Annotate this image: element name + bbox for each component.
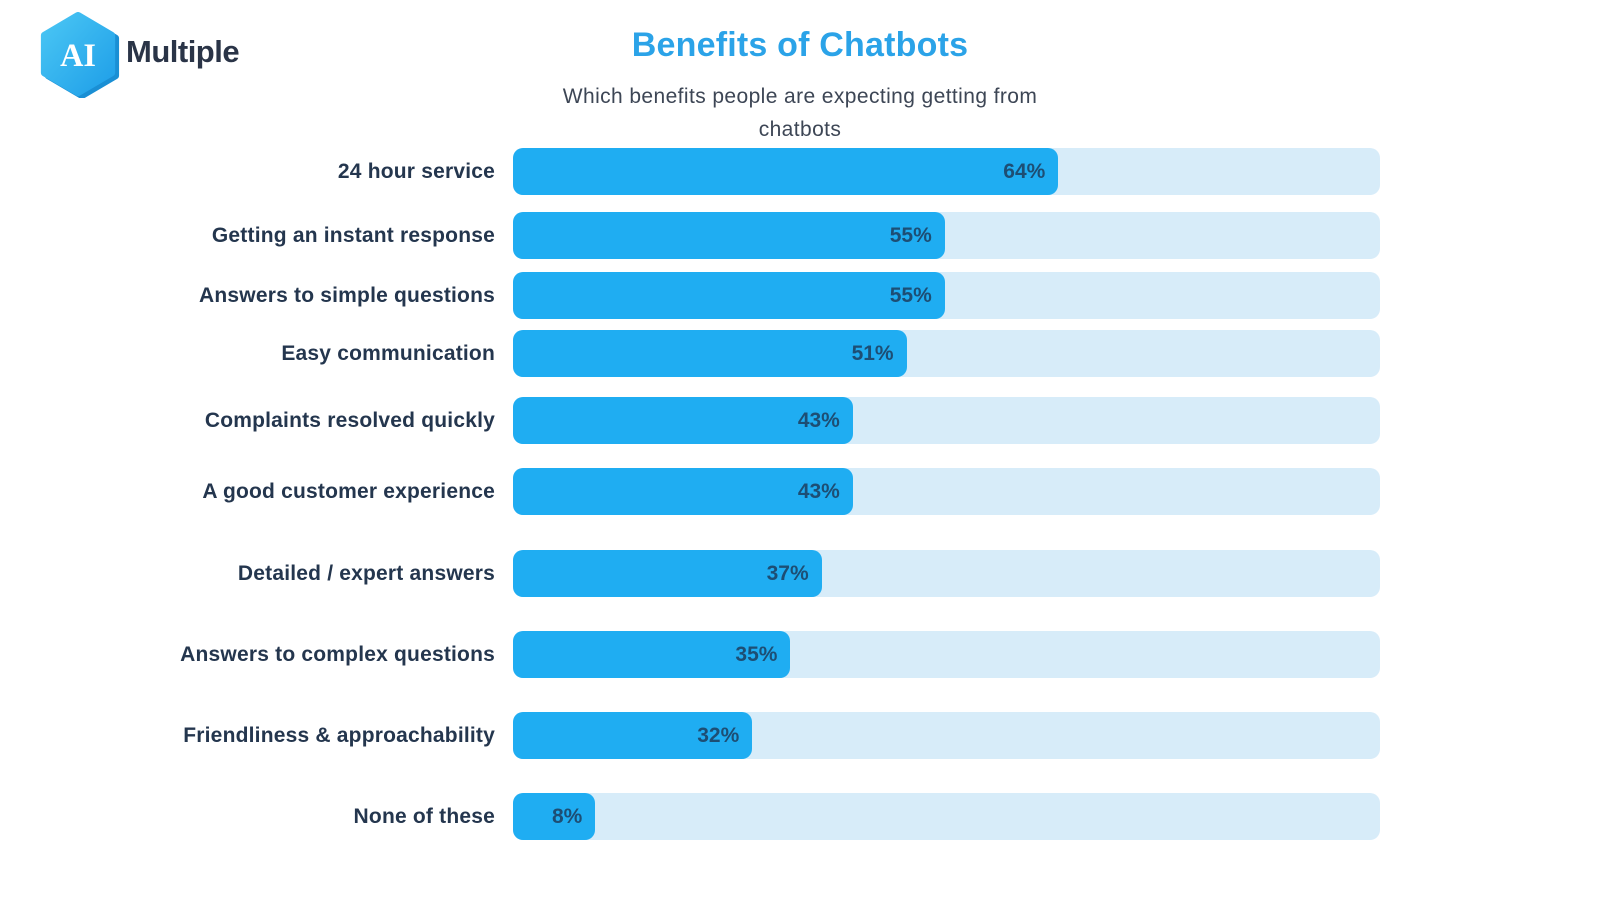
bar-track: 43% xyxy=(513,468,1380,515)
bar-track: 51% xyxy=(513,330,1380,377)
value-label: 43% xyxy=(797,479,840,503)
chart-row: Answers to complex questions 35% xyxy=(0,631,1600,678)
aimultiple-logo: AI Multiple xyxy=(36,12,240,98)
bar-fill: 51% xyxy=(513,330,907,377)
bar-fill: 64% xyxy=(513,148,1059,195)
category-label: None of these xyxy=(353,804,495,828)
chart-row: None of these 8% xyxy=(0,793,1600,840)
value-label: 37% xyxy=(766,561,809,585)
value-label: 55% xyxy=(889,283,932,307)
category-label: Getting an instant response xyxy=(211,223,495,247)
bar-fill: 55% xyxy=(513,212,945,259)
category-label: Answers to complex questions xyxy=(180,642,495,666)
category-label: Detailed / expert answers xyxy=(237,561,495,585)
chart-row: Answers to simple questions 55% xyxy=(0,272,1600,319)
bar-fill: 43% xyxy=(513,397,853,444)
value-label: 35% xyxy=(735,642,778,666)
value-label: 43% xyxy=(797,408,840,432)
category-label: 24 hour service xyxy=(337,159,495,183)
category-label: Easy communication xyxy=(281,341,495,365)
bar-fill: 32% xyxy=(513,712,753,759)
bar-fill: 35% xyxy=(513,631,791,678)
bar-track: 35% xyxy=(513,631,1380,678)
bar-fill: 43% xyxy=(513,468,853,515)
bar-fill: 8% xyxy=(513,793,596,840)
bar-track: 8% xyxy=(513,793,1380,840)
value-label: 8% xyxy=(552,804,583,828)
value-label: 64% xyxy=(1003,159,1046,183)
value-label: 51% xyxy=(851,341,894,365)
chart-row: 24 hour service 64% xyxy=(0,148,1600,195)
chart-row: A good customer experience 43% xyxy=(0,468,1600,515)
bar-track: 37% xyxy=(513,550,1380,597)
bar-track: 64% xyxy=(513,148,1380,195)
chart-row: Detailed / expert answers 37% xyxy=(0,550,1600,597)
chart-row: Getting an instant response 55% xyxy=(0,212,1600,259)
bar-fill: 55% xyxy=(513,272,945,319)
hexagon-logo-icon: AI xyxy=(40,12,120,98)
category-label: Answers to simple questions xyxy=(199,283,495,307)
category-label: A good customer experience xyxy=(202,479,495,503)
value-label: 55% xyxy=(889,223,932,247)
value-label: 32% xyxy=(697,723,740,747)
chart-row: Friendliness & approachability 32% xyxy=(0,712,1600,759)
bar-track: 43% xyxy=(513,397,1380,444)
bar-track: 32% xyxy=(513,712,1380,759)
bar-track: 55% xyxy=(513,272,1380,319)
category-label: Friendliness & approachability xyxy=(183,723,495,747)
bar-track: 55% xyxy=(513,212,1380,259)
logo-ai-text: AI xyxy=(60,37,96,73)
bar-fill: 37% xyxy=(513,550,822,597)
category-label: Complaints resolved quickly xyxy=(204,408,495,432)
chart-row: Complaints resolved quickly 43% xyxy=(0,397,1600,444)
chart-row: Easy communication 51% xyxy=(0,330,1600,377)
logo-wordmark: Multiple xyxy=(126,34,240,69)
